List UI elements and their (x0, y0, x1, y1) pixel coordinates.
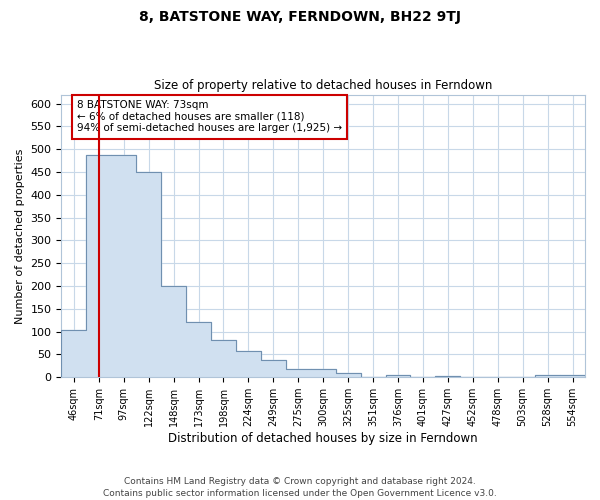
Y-axis label: Number of detached properties: Number of detached properties (15, 148, 25, 324)
Text: 8 BATSTONE WAY: 73sqm
← 6% of detached houses are smaller (118)
94% of semi-deta: 8 BATSTONE WAY: 73sqm ← 6% of detached h… (77, 100, 342, 134)
Title: Size of property relative to detached houses in Ferndown: Size of property relative to detached ho… (154, 79, 493, 92)
X-axis label: Distribution of detached houses by size in Ferndown: Distribution of detached houses by size … (169, 432, 478, 445)
Text: Contains HM Land Registry data © Crown copyright and database right 2024.
Contai: Contains HM Land Registry data © Crown c… (103, 476, 497, 498)
Text: 8, BATSTONE WAY, FERNDOWN, BH22 9TJ: 8, BATSTONE WAY, FERNDOWN, BH22 9TJ (139, 10, 461, 24)
